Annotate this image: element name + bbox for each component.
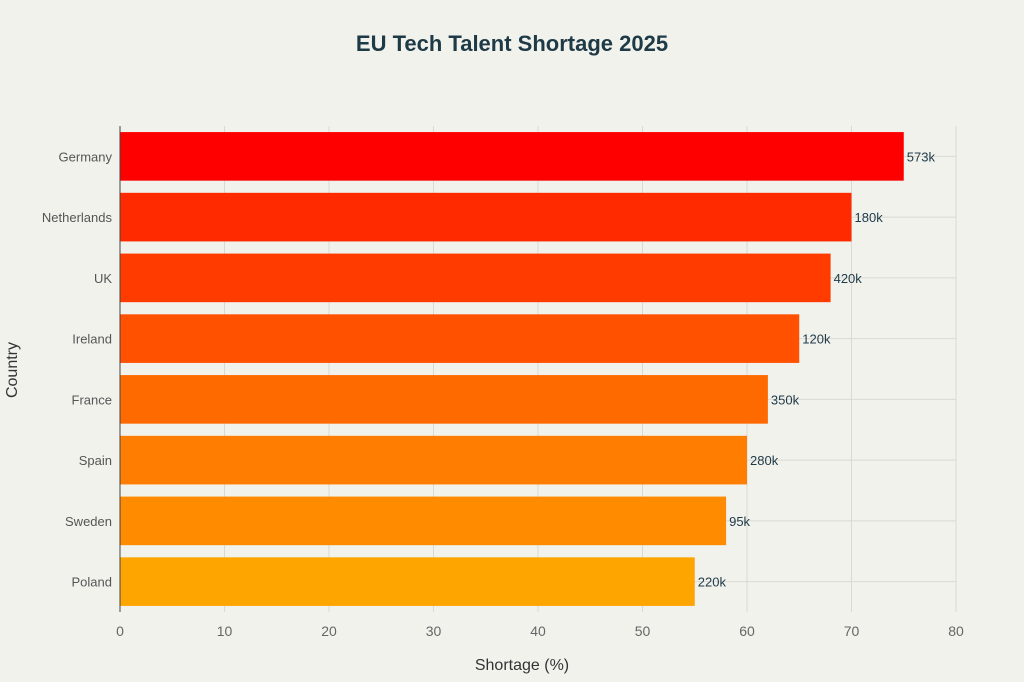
- data-label: 280k: [750, 453, 779, 468]
- x-tick-label: 20: [321, 623, 337, 639]
- x-tick-label: 50: [635, 623, 651, 639]
- data-label: 573k: [907, 149, 936, 164]
- category-label: UK: [94, 271, 112, 286]
- data-label: 95k: [729, 514, 750, 529]
- category-label: Germany: [59, 149, 113, 164]
- data-label: 420k: [834, 271, 863, 286]
- category-label: Netherlands: [42, 210, 113, 225]
- x-axis-title: Shortage (%): [475, 657, 569, 674]
- bar-france: [120, 375, 768, 424]
- category-label: Poland: [72, 575, 112, 590]
- bar-ireland: [120, 314, 800, 363]
- category-label: Ireland: [72, 332, 112, 347]
- data-label: 350k: [771, 392, 800, 407]
- category-label: Sweden: [65, 514, 112, 529]
- bar-germany: [120, 132, 904, 181]
- data-label: 120k: [802, 332, 831, 347]
- data-label: 180k: [855, 210, 884, 225]
- labels: 0 10 20 30 40 50 60 70 80 Germany 573k Netherlands 1…: [42, 149, 964, 639]
- category-label: France: [72, 392, 112, 407]
- x-tick-label: 80: [948, 623, 964, 639]
- bars: [120, 132, 904, 606]
- category-label: Spain: [79, 453, 112, 468]
- x-tick-label: 70: [844, 623, 860, 639]
- bar-spain: [120, 435, 747, 485]
- bar-poland: [120, 557, 695, 606]
- bar-uk: [120, 253, 831, 303]
- x-tick-label: 40: [530, 623, 546, 639]
- x-tick-label: 60: [739, 623, 755, 639]
- data-label: 220k: [698, 575, 727, 590]
- bar-sweden: [120, 496, 727, 546]
- x-tick-label: 30: [426, 623, 442, 639]
- x-tick-label: 0: [116, 623, 124, 639]
- bar-netherlands: [120, 192, 852, 242]
- chart-title: EU Tech Talent Shortage 2025: [356, 31, 668, 56]
- y-axis-title: Country: [4, 342, 21, 398]
- x-tick-label: 10: [217, 623, 233, 639]
